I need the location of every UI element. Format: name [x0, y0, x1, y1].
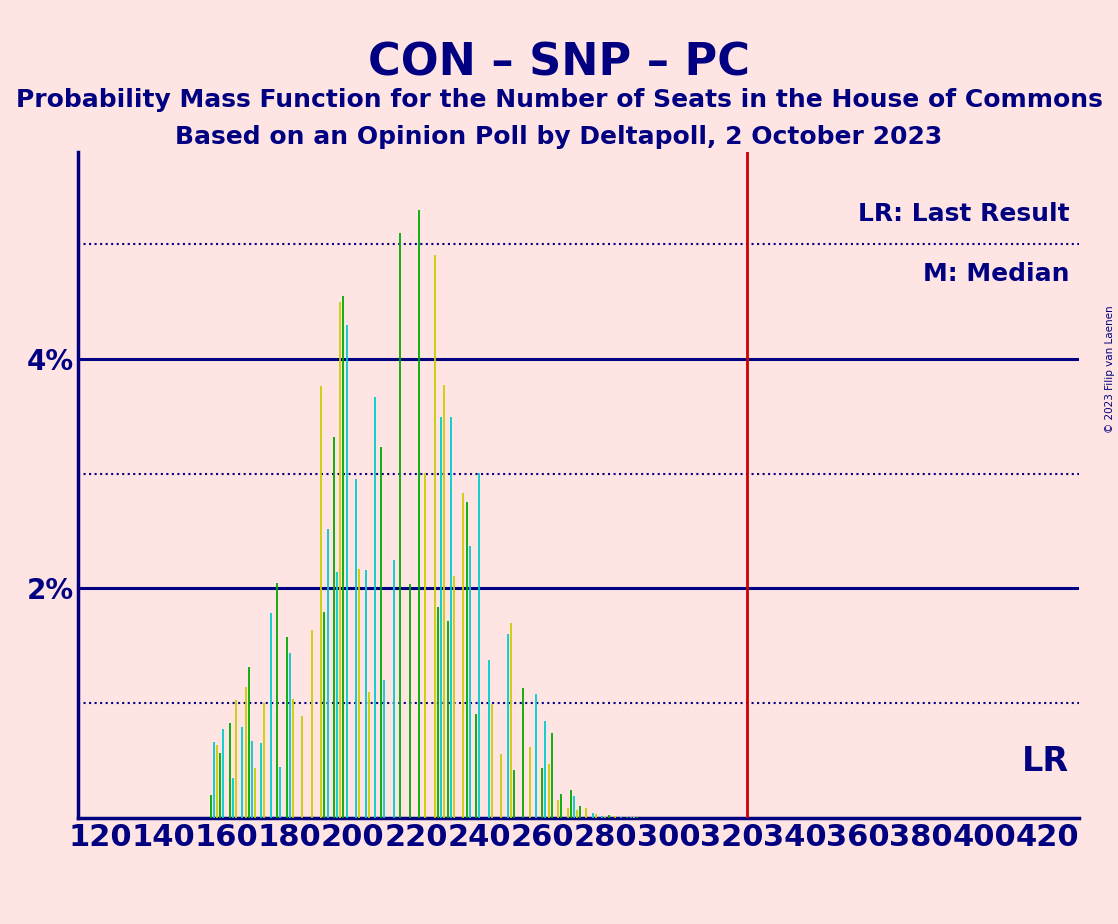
Text: © 2023 Filip van Laenen: © 2023 Filip van Laenen — [1106, 306, 1115, 433]
Text: Probability Mass Function for the Number of Seats in the House of Commons: Probability Mass Function for the Number… — [16, 88, 1102, 112]
Text: LR: LR — [1022, 745, 1070, 778]
Text: CON – SNP – PC: CON – SNP – PC — [368, 42, 750, 85]
Text: M: Median: M: Median — [922, 262, 1070, 286]
Text: LR: Last Result: LR: Last Result — [858, 202, 1070, 226]
Text: Based on an Opinion Poll by Deltapoll, 2 October 2023: Based on an Opinion Poll by Deltapoll, 2… — [176, 125, 942, 149]
